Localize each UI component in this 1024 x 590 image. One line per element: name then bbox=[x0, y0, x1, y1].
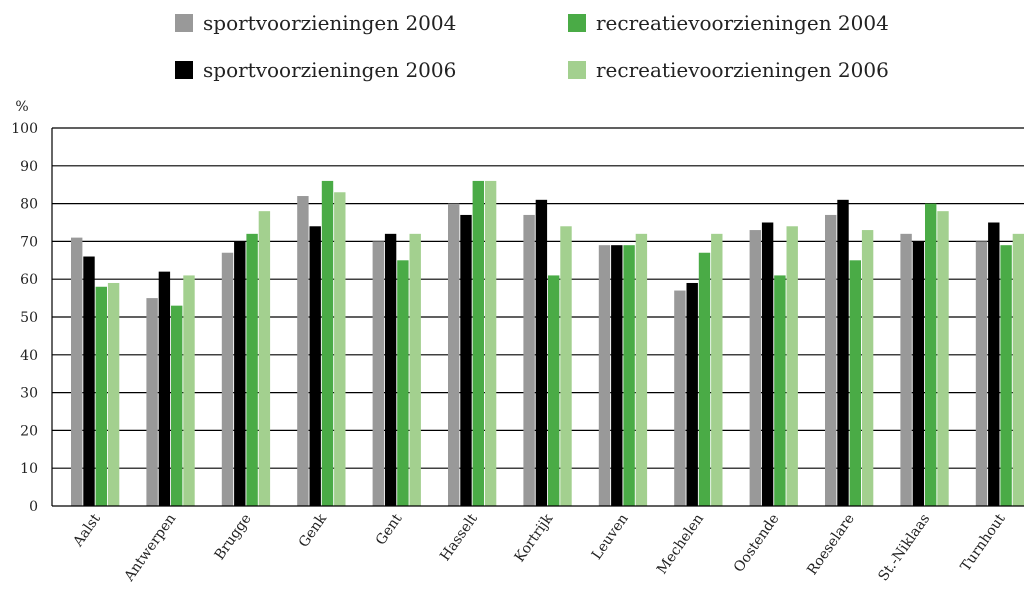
bars bbox=[71, 180, 1024, 507]
y-tick-label-20: 20 bbox=[20, 423, 38, 439]
bar-Aalst-3 bbox=[107, 282, 120, 506]
bar-Hasselt-0 bbox=[448, 203, 460, 506]
bar-Brugge-1 bbox=[234, 241, 246, 506]
bar-Kortrijk-0 bbox=[523, 214, 535, 506]
bar-Aalst-0 bbox=[71, 237, 83, 506]
bar-Roeselare-2 bbox=[849, 260, 861, 506]
bar-Kortrijk-3 bbox=[560, 226, 572, 506]
bar-Hasselt-1 bbox=[460, 214, 472, 506]
x-tick-label-Genk: Genk bbox=[296, 511, 331, 551]
bar-Oostende-0 bbox=[749, 230, 761, 506]
y-axis-unit-label: % bbox=[15, 99, 28, 115]
bar-Genk-1 bbox=[309, 226, 321, 506]
bar-St.-Niklaas-3 bbox=[937, 211, 949, 506]
bar-Brugge-3 bbox=[258, 211, 271, 506]
bar-Genk-3 bbox=[334, 192, 346, 506]
bar-Gent-1 bbox=[384, 233, 397, 506]
bar-Aalst-1 bbox=[83, 256, 95, 506]
bar-Leuven-1 bbox=[611, 245, 623, 506]
x-tick-label-Mechelen: Mechelen bbox=[654, 511, 707, 577]
bar-St.-Niklaas-1 bbox=[912, 241, 925, 506]
x-tick-label-Brugge: Brugge bbox=[212, 511, 255, 563]
legend-item-sport-2006: sportvoorzieningen 2006 bbox=[175, 58, 456, 82]
bar-Roeselare-1 bbox=[837, 199, 849, 506]
x-tick-label-Antwerpen: Antwerpen bbox=[121, 511, 179, 585]
bar-Mechelen-0 bbox=[674, 290, 686, 506]
y-tick-label-100: 100 bbox=[11, 121, 38, 137]
bar-Turnhout-0 bbox=[975, 241, 988, 506]
bar-Roeselare-0 bbox=[825, 214, 837, 506]
legend-swatch-sport-2004 bbox=[175, 14, 193, 32]
bar-Gent-0 bbox=[372, 241, 384, 506]
bar-Brugge-0 bbox=[221, 252, 234, 506]
bar-Kortrijk-2 bbox=[548, 275, 560, 506]
bar-St.-Niklaas-2 bbox=[925, 203, 937, 506]
bar-Brugge-2 bbox=[246, 233, 258, 506]
x-tick-label-Aalst: Aalst bbox=[70, 511, 104, 551]
bar-Gent-2 bbox=[397, 260, 409, 506]
bar-Leuven-0 bbox=[598, 245, 611, 506]
bar-Hasselt-3 bbox=[484, 180, 497, 507]
x-tick-label-Kortrijk: Kortrijk bbox=[512, 511, 557, 566]
y-tick-label-70: 70 bbox=[20, 234, 38, 250]
bar-Gent-3 bbox=[409, 233, 421, 506]
bar-Oostende-2 bbox=[774, 275, 786, 506]
bar-Turnhout-3 bbox=[1012, 233, 1024, 506]
x-tick-label-Hasselt: Hasselt bbox=[437, 511, 481, 564]
bar-Antwerpen-2 bbox=[171, 305, 183, 506]
y-axis-ticks: 0 10 20 30 40 50 60 70 80 90 100 bbox=[11, 121, 38, 515]
legend-label-sport-2006: sportvoorzieningen 2006 bbox=[203, 58, 457, 82]
legend-item-sport-2004: sportvoorzieningen 2004 bbox=[175, 11, 456, 35]
legend-label-recreatie-2006: recreatievoorzieningen 2006 bbox=[596, 58, 889, 82]
bar-St.-Niklaas-0 bbox=[900, 233, 912, 506]
y-tick-label-10: 10 bbox=[20, 461, 38, 477]
bar-Antwerpen-1 bbox=[158, 271, 171, 506]
bar-Oostende-3 bbox=[786, 226, 798, 506]
legend-label-sport-2004: sportvoorzieningen 2004 bbox=[203, 11, 457, 35]
bar-Antwerpen-3 bbox=[183, 275, 195, 506]
y-tick-label-90: 90 bbox=[20, 159, 38, 175]
bar-Aalst-2 bbox=[95, 286, 107, 506]
bar-Hasselt-2 bbox=[472, 180, 484, 507]
bar-Leuven-3 bbox=[635, 233, 648, 506]
legend-item-recreatie-2006: recreatievoorzieningen 2006 bbox=[568, 58, 889, 82]
bar-Genk-2 bbox=[321, 180, 334, 507]
legend-label-recreatie-2004: recreatievoorzieningen 2004 bbox=[596, 11, 889, 35]
y-tick-label-0: 0 bbox=[29, 499, 38, 515]
bar-Oostende-1 bbox=[761, 222, 774, 506]
legend-item-recreatie-2004: recreatievoorzieningen 2004 bbox=[568, 11, 889, 35]
x-tick-label-Leuven: Leuven bbox=[589, 511, 632, 563]
bar-Turnhout-1 bbox=[988, 222, 1000, 506]
bar-Antwerpen-0 bbox=[146, 298, 158, 506]
axes bbox=[51, 128, 1024, 507]
bar-Mechelen-3 bbox=[711, 233, 723, 506]
legend-swatch-recreatie-2006 bbox=[568, 61, 586, 79]
x-tick-label-Roeselare: Roeselare bbox=[804, 511, 858, 578]
bar-Genk-0 bbox=[297, 196, 309, 507]
y-tick-label-30: 30 bbox=[20, 386, 38, 402]
bar-Leuven-2 bbox=[623, 245, 635, 506]
x-tick-label-St.-Niklaas: St.-Niklaas bbox=[875, 511, 933, 584]
bar-Turnhout-2 bbox=[1000, 245, 1012, 506]
x-tick-label-Turnhout: Turnhout bbox=[958, 511, 1009, 575]
x-tick-label-Gent: Gent bbox=[373, 511, 406, 548]
x-axis-ticks: Aalst Antwerpen Brugge Genk Gent Hasselt Kortr… bbox=[70, 511, 1009, 585]
legend-swatch-sport-2006 bbox=[175, 61, 193, 79]
x-tick-label-Oostende: Oostende bbox=[731, 511, 783, 575]
bar-Mechelen-2 bbox=[698, 252, 711, 506]
bar-Mechelen-1 bbox=[686, 282, 698, 506]
y-tick-label-60: 60 bbox=[20, 272, 38, 288]
legend-swatch-recreatie-2004 bbox=[568, 14, 586, 32]
y-tick-label-40: 40 bbox=[20, 348, 38, 364]
bar-Roeselare-3 bbox=[861, 230, 874, 506]
y-tick-label-50: 50 bbox=[20, 310, 38, 326]
y-tick-label-80: 80 bbox=[20, 197, 38, 213]
bar-Kortrijk-1 bbox=[535, 199, 548, 506]
